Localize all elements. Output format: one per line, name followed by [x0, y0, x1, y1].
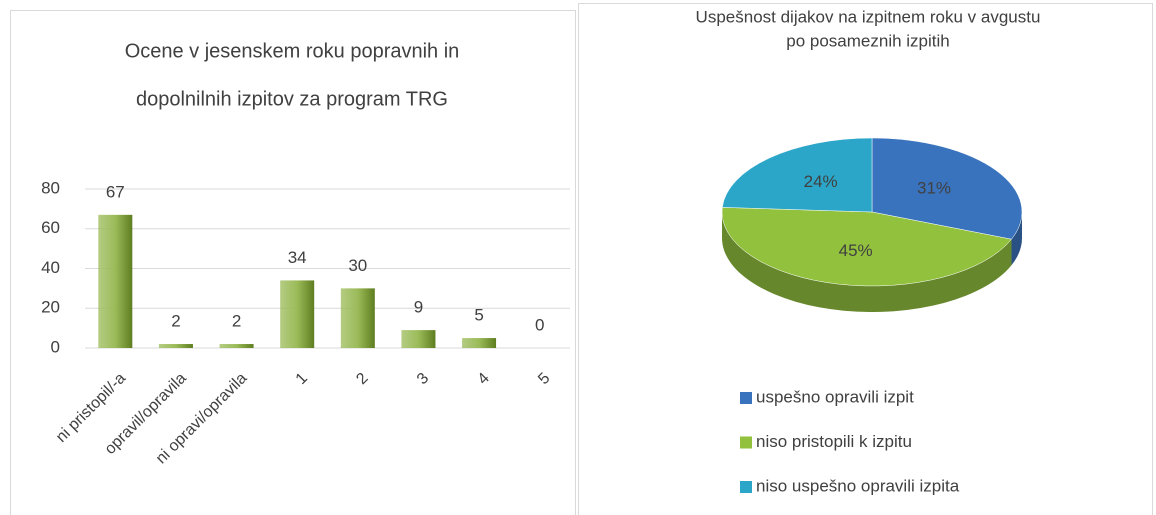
bar	[158, 344, 193, 348]
pie-side	[1011, 212, 1022, 266]
bar	[401, 330, 436, 348]
legend-label: niso uspešno opravili izpita	[756, 476, 960, 495]
legend-swatch	[740, 481, 752, 493]
y-tick-label: 40	[41, 258, 60, 277]
pie-side	[722, 212, 1012, 313]
data-label: 67	[106, 182, 125, 201]
bar	[340, 288, 375, 348]
right-frame	[578, 3, 1153, 515]
x-tick-label: 2	[353, 370, 371, 388]
x-tick-label: 5	[535, 370, 553, 388]
chart-title: po posameznih izpitih	[786, 31, 949, 50]
bar	[462, 338, 497, 348]
chart-title: Uspešnost dijakov na izpitnem roku v avg…	[696, 7, 1041, 26]
legend-label: niso pristopili k izpitu	[756, 432, 912, 451]
bar	[219, 344, 254, 348]
data-label: 30	[348, 256, 367, 275]
x-tick-label: 1	[293, 370, 311, 388]
pie-slice	[722, 137, 873, 213]
y-tick-label: 80	[41, 178, 60, 197]
left-frame	[10, 10, 576, 515]
legend-swatch	[740, 392, 752, 404]
data-label: 9	[414, 298, 423, 317]
data-label: 31%	[917, 179, 951, 198]
legend-swatch	[740, 436, 752, 449]
pie-slice	[871, 137, 1023, 240]
legend-label: uspešno opravili izpit	[756, 387, 914, 406]
bar	[280, 280, 315, 348]
bar	[98, 214, 133, 348]
data-label: 34	[288, 248, 307, 267]
chart-title: Ocene v jesenskem roku popravnih in	[125, 40, 460, 62]
x-tick-label: 4	[475, 370, 493, 388]
y-tick-label: 0	[51, 337, 60, 356]
y-tick-label: 20	[41, 298, 60, 317]
data-label: 0	[535, 315, 544, 334]
data-label: 2	[171, 312, 180, 331]
y-tick-label: 60	[41, 218, 60, 237]
data-label: 5	[474, 306, 483, 325]
pie-slice	[721, 207, 1012, 287]
data-label: 24%	[804, 172, 838, 191]
x-tick-label: 3	[414, 370, 432, 388]
data-label: 2	[232, 312, 241, 331]
data-label: 45%	[839, 241, 873, 260]
chart-title: dopolnilnih izpitov za program TRG	[136, 88, 448, 110]
